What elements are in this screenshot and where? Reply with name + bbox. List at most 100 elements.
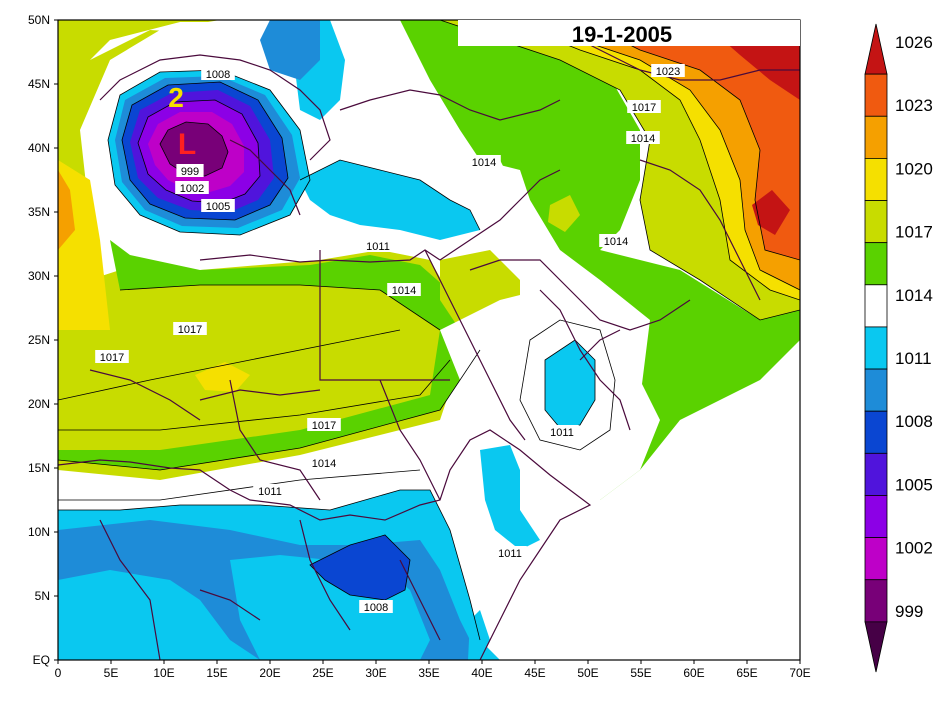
contour-label-box — [201, 199, 235, 212]
colorbar-label: 1008 — [895, 412, 933, 431]
colorbar-swatch — [864, 115, 888, 159]
contour-label: 1011 — [366, 241, 390, 253]
contour-label: 1008 — [364, 602, 388, 614]
x-tick-label: 0 — [55, 666, 62, 680]
x-tick-label: 20E — [259, 666, 280, 680]
x-tick-label: 10E — [153, 666, 174, 680]
contour-label: 1002 — [180, 183, 204, 195]
colorbar-label: 1011 — [895, 349, 932, 368]
contour-label-box — [175, 181, 209, 194]
x-tick-label: 5E — [104, 666, 119, 680]
colorbar-swatch — [864, 326, 888, 370]
contour-label: 1014 — [631, 133, 655, 145]
contour-label-box — [387, 283, 421, 296]
colorbar-swatch — [864, 73, 888, 117]
x-tick-label: 50E — [577, 666, 598, 680]
contour-label-box — [307, 418, 341, 431]
y-tick-label: 45N — [28, 77, 50, 91]
contour-label: 1008 — [206, 69, 230, 81]
contour-label-box — [467, 155, 501, 168]
y-tick-label: 20N — [28, 397, 50, 411]
contour-label: 999 — [181, 166, 199, 178]
contour-label-box — [95, 350, 129, 363]
contour-label-box — [493, 546, 527, 559]
colorbar-label: 1023 — [895, 96, 933, 115]
contour-label: 1011 — [550, 427, 574, 439]
colorbar-swatch — [864, 368, 888, 412]
x-tick-label: 45E — [524, 666, 545, 680]
colorbar-label: 1002 — [895, 539, 933, 558]
colorbar-label: 1017 — [895, 223, 933, 242]
contour-label-box — [545, 425, 579, 438]
x-tick-label: 40E — [471, 666, 492, 680]
colorbar-swatch — [864, 579, 888, 623]
y-tick-label: 35N — [28, 205, 50, 219]
colorbar-label: 1020 — [895, 159, 933, 178]
contour-label-box — [253, 484, 287, 497]
colorbar-swatch — [864, 242, 888, 286]
contour-label-box — [626, 131, 660, 144]
x-tick-label: 60E — [683, 666, 704, 680]
contour-label-box — [176, 164, 204, 177]
x-tick-label: 65E — [736, 666, 757, 680]
contour-label: 1017 — [632, 102, 656, 114]
y-tick-label: 10N — [28, 525, 50, 539]
contour-label-box — [599, 234, 633, 247]
title-box — [458, 20, 800, 46]
contour-label-box — [307, 456, 341, 469]
contour-label: 1014 — [392, 285, 416, 297]
colorbar-swatch — [864, 23, 888, 75]
contour-label-box — [173, 322, 207, 335]
contour-label: 1014 — [472, 157, 496, 169]
colorbar-swatch — [864, 200, 888, 244]
x-tick-label: 70E — [789, 666, 810, 680]
y-tick-label: 15N — [28, 461, 50, 475]
contour-label: 1011 — [498, 548, 522, 560]
contour-label-box — [651, 64, 685, 77]
y-tick-label: 25N — [28, 333, 50, 347]
colorbar-label: 1005 — [895, 475, 933, 494]
contour-label-box — [359, 600, 393, 613]
pressure-fields — [58, 20, 800, 660]
axis-ticks: 0 5E 10E 15E 20E 25E 30E 35E 40E 45E 50E 55E 60E 65E 7… — [28, 13, 811, 680]
y-tick-label: EQ — [33, 653, 50, 667]
y-tick-label: 50N — [28, 13, 50, 27]
coastlines — [58, 29, 800, 660]
map-date-title: 19-1-2005 — [572, 22, 672, 47]
colorbar: 1026 1023 1020 1017 1014 1011 1008 1005 1002 999 — [864, 23, 933, 673]
contour-label-box — [201, 67, 235, 80]
colorbar-swatch — [864, 452, 888, 496]
contour-label: 1017 — [312, 420, 336, 432]
contour-label: 1014 — [312, 458, 336, 470]
x-tick-label: 35E — [418, 666, 439, 680]
colorbar-swatch — [864, 157, 888, 201]
contour-label: 1023 — [656, 66, 680, 78]
y-tick-label: 5N — [35, 589, 50, 603]
low-sequence-number: 2 — [168, 82, 184, 113]
x-tick-label: 25E — [312, 666, 333, 680]
contour-label-box — [361, 239, 395, 252]
colorbar-label: 1026 — [895, 33, 933, 52]
colorbar-swatch — [864, 495, 888, 539]
colorbar-label: 1014 — [895, 286, 933, 305]
colorbar-swatch — [864, 537, 888, 581]
low-pressure-symbol: L — [178, 128, 196, 161]
contour-label: 1017 — [178, 324, 202, 336]
contour-label-box — [627, 100, 661, 113]
colorbar-swatch — [864, 621, 888, 673]
colorbar-swatch — [864, 410, 888, 454]
x-tick-label: 55E — [630, 666, 651, 680]
x-tick-label: 30E — [365, 666, 386, 680]
contour-label: 1011 — [258, 486, 282, 498]
y-tick-label: 30N — [28, 269, 50, 283]
colorbar-swatch — [864, 284, 888, 328]
contour-label: 1005 — [206, 201, 230, 213]
contour-label: 1017 — [100, 352, 124, 364]
isobar-lines — [58, 20, 800, 641]
x-tick-label: 15E — [206, 666, 227, 680]
colorbar-label: 999 — [895, 602, 923, 621]
contour-label: 1014 — [604, 236, 628, 248]
y-tick-label: 40N — [28, 141, 50, 155]
